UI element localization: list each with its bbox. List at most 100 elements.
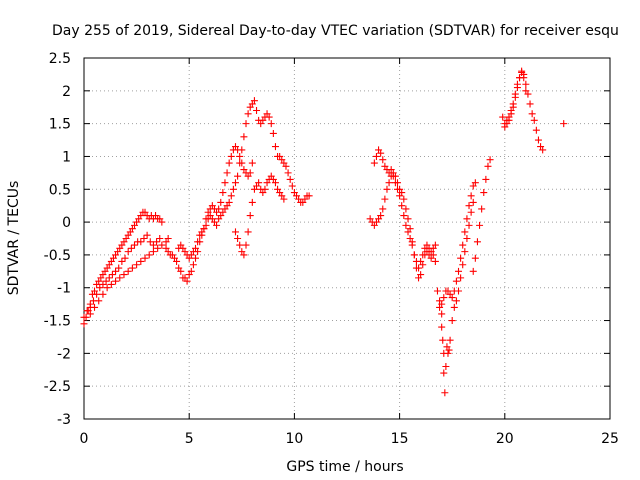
data-point — [482, 175, 490, 183]
x-tick-label: 15 — [391, 431, 409, 447]
data-point — [95, 297, 103, 305]
data-point — [124, 267, 132, 275]
data-point — [419, 251, 427, 259]
data-point — [149, 241, 157, 249]
data-point — [440, 369, 448, 377]
y-tick-label: -0.5 — [44, 248, 71, 264]
data-point — [261, 185, 269, 193]
data-point — [192, 254, 200, 262]
data-point — [248, 198, 256, 206]
data-point — [227, 152, 235, 160]
data-point — [379, 156, 387, 164]
data-point — [112, 267, 120, 275]
data-point — [463, 235, 471, 242]
data-point — [511, 93, 519, 101]
data-point — [269, 129, 277, 137]
y-tick-label: -1.5 — [44, 314, 71, 330]
x-tick-label: 20 — [496, 431, 514, 447]
data-point — [242, 241, 250, 249]
data-point — [402, 205, 410, 213]
data-point — [244, 228, 252, 236]
y-tick-label: 1.5 — [49, 117, 71, 133]
data-point — [509, 103, 517, 111]
data-point — [221, 179, 229, 187]
data-point — [471, 179, 479, 187]
data-point — [305, 192, 313, 200]
data-point — [444, 349, 452, 357]
data-point — [393, 185, 401, 193]
data-point — [530, 116, 538, 124]
data-point — [448, 317, 456, 325]
x-tick-label: 5 — [185, 431, 194, 447]
data-point — [486, 156, 494, 164]
data-point — [80, 320, 88, 328]
data-point — [86, 310, 94, 318]
data-point — [396, 192, 404, 200]
data-point — [213, 221, 221, 229]
data-point — [231, 228, 239, 236]
data-point — [99, 280, 107, 288]
y-tick-label: 0 — [62, 215, 71, 231]
data-point — [248, 159, 256, 167]
y-tick-label: 1 — [62, 149, 71, 165]
data-point — [137, 238, 145, 246]
data-point — [280, 195, 288, 203]
data-point — [528, 110, 536, 118]
data-point — [383, 185, 391, 193]
data-point — [102, 277, 110, 285]
data-point — [377, 149, 385, 157]
y-tick-label: 2.5 — [49, 51, 71, 67]
data-point — [438, 323, 446, 331]
data-point — [445, 346, 453, 354]
data-point — [404, 228, 412, 236]
data-point — [99, 290, 107, 298]
data-point — [96, 284, 104, 292]
data-point — [467, 208, 475, 216]
data-point — [244, 110, 252, 118]
data-point — [465, 221, 473, 229]
data-point — [391, 179, 399, 187]
data-point — [370, 159, 378, 167]
y-axis-label: SDTVAR / TECUs — [6, 181, 22, 296]
data-point — [431, 241, 439, 249]
data-point — [103, 284, 111, 292]
data-point — [400, 195, 408, 203]
data-point — [478, 205, 486, 213]
data-point — [389, 172, 397, 180]
data-point-layer — [80, 67, 568, 397]
data-point — [189, 261, 197, 269]
y-tick-label: 2 — [62, 84, 71, 100]
data-point — [377, 212, 385, 220]
data-point — [93, 290, 101, 298]
data-point — [463, 215, 471, 223]
data-point — [146, 238, 154, 246]
data-point — [448, 294, 456, 302]
data-point — [539, 146, 547, 154]
data-point — [246, 169, 254, 177]
data-point — [457, 254, 465, 262]
data-point — [116, 274, 124, 282]
data-point — [105, 274, 113, 282]
data-point — [471, 254, 479, 262]
data-point — [128, 264, 136, 272]
y-tick-label: 0.5 — [49, 182, 71, 198]
data-point — [80, 313, 88, 321]
data-point — [450, 287, 458, 295]
data-point — [118, 257, 126, 265]
data-point — [417, 271, 425, 279]
data-point — [442, 362, 450, 370]
data-point — [461, 228, 469, 236]
data-point — [149, 248, 157, 256]
data-point — [387, 166, 395, 174]
data-point — [115, 264, 123, 272]
data-point — [417, 257, 425, 265]
data-point — [124, 248, 132, 256]
data-point — [433, 287, 441, 295]
data-point — [141, 254, 149, 262]
data-point — [234, 172, 242, 180]
data-point — [431, 257, 439, 265]
data-point — [137, 257, 145, 265]
data-point — [173, 257, 181, 265]
plot-frame — [83, 57, 611, 420]
